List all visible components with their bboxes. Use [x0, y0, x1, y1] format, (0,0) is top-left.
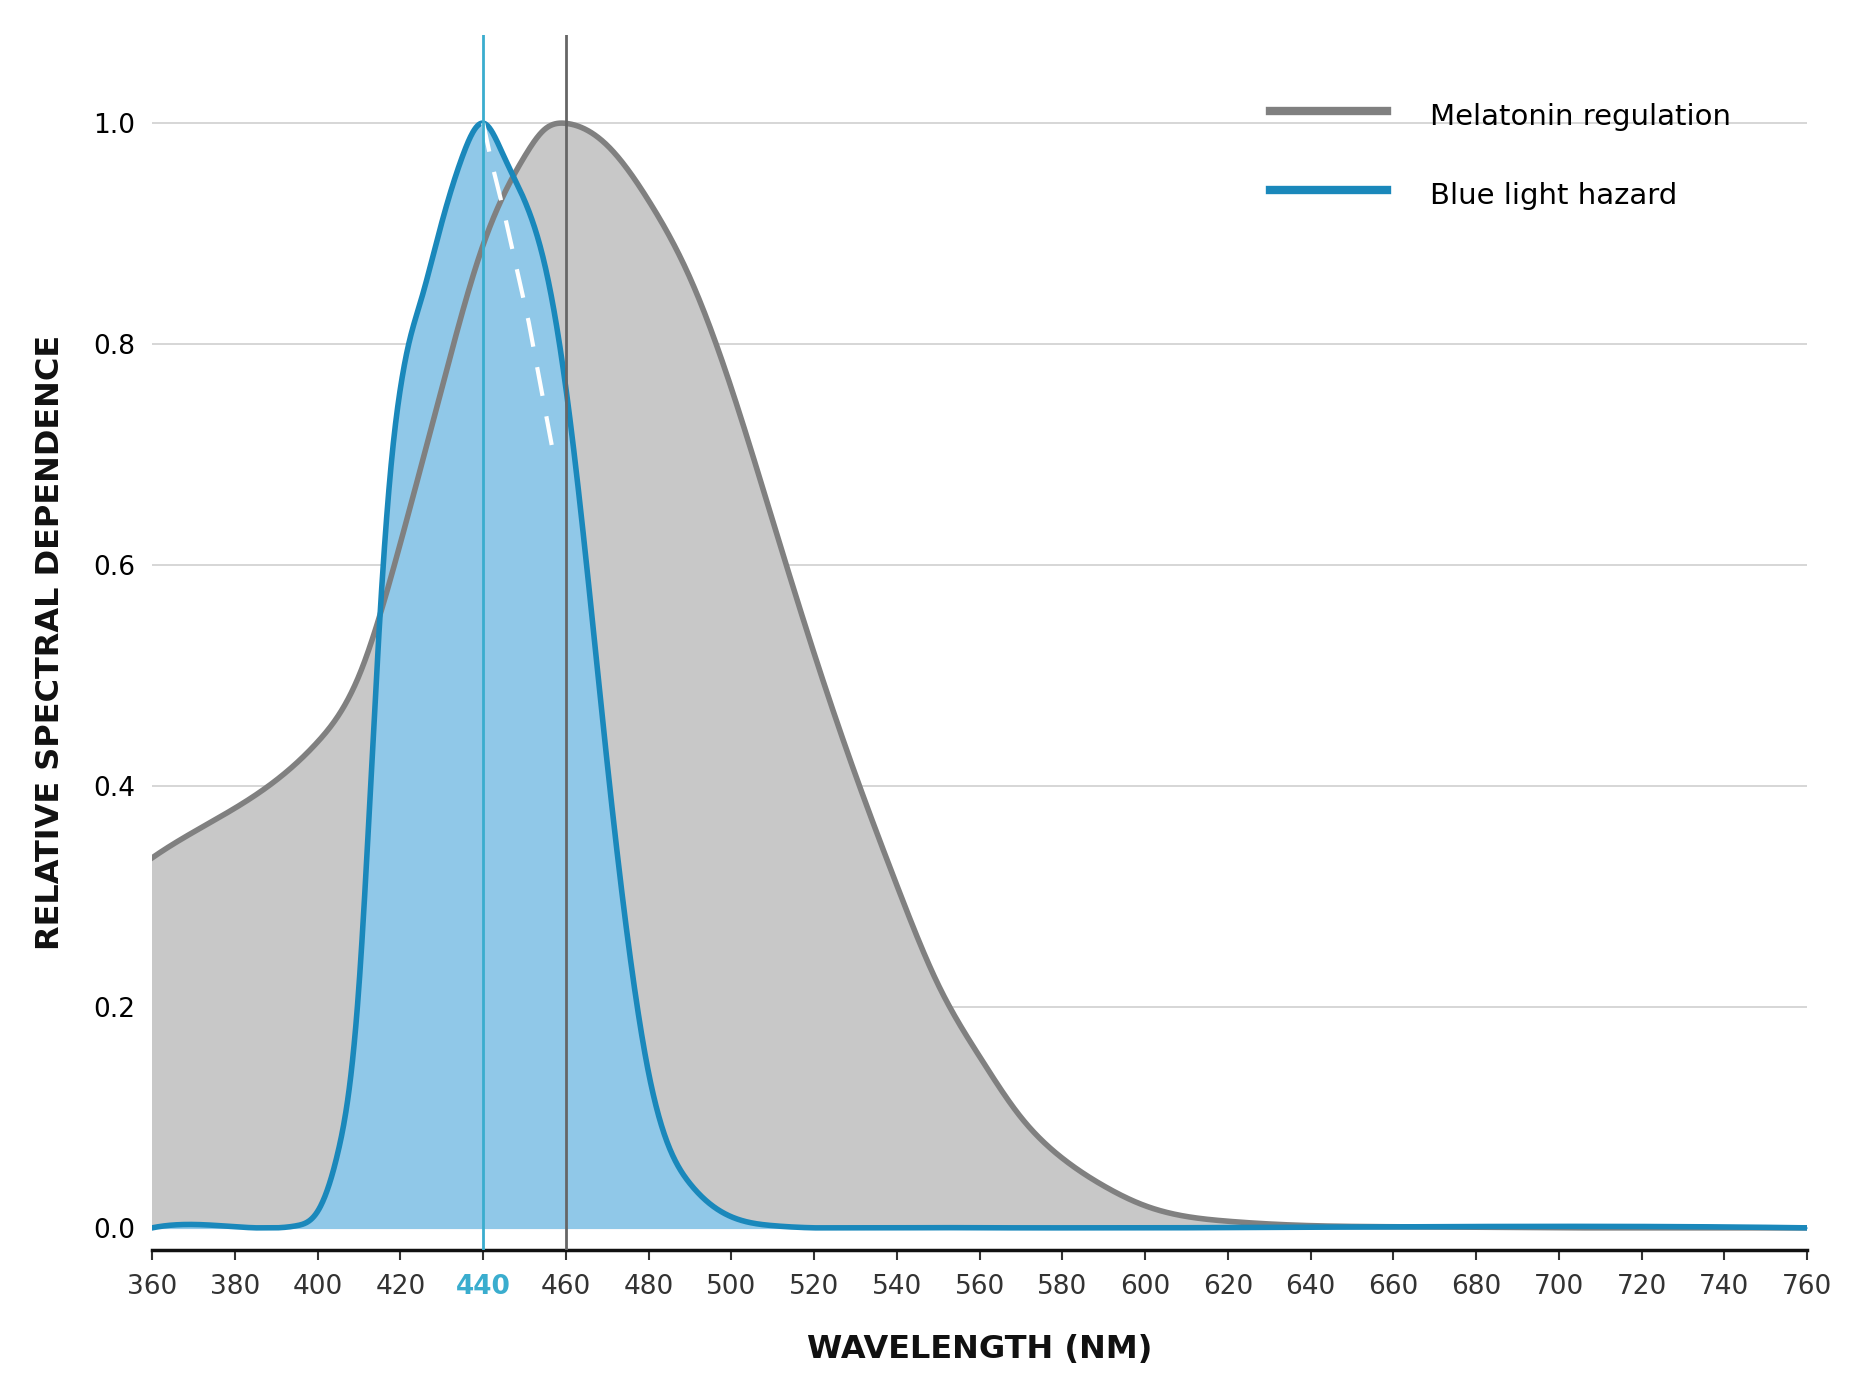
Legend: Melatonin regulation, Blue light hazard: Melatonin regulation, Blue light hazard [1258, 85, 1744, 224]
X-axis label: WAVELENGTH (NM): WAVELENGTH (NM) [807, 1334, 1152, 1365]
Y-axis label: RELATIVE SPECTRAL DEPENDENCE: RELATIVE SPECTRAL DEPENDENCE [35, 335, 65, 949]
